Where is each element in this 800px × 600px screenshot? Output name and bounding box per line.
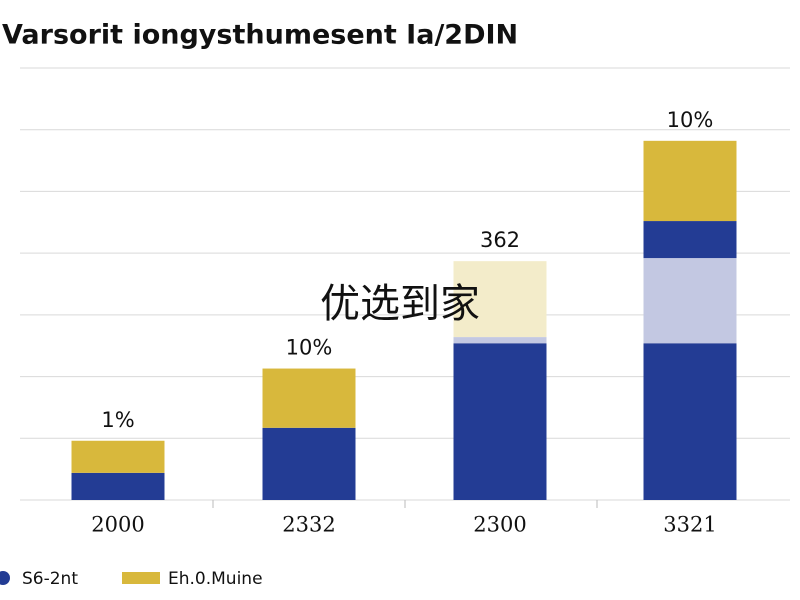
bar-segment xyxy=(643,221,737,259)
x-tick-label: 2300 xyxy=(473,513,526,537)
x-tick-label: 2332 xyxy=(282,513,335,537)
legend-swatch xyxy=(122,572,160,584)
bar-label: 10% xyxy=(286,336,333,360)
bar-segment xyxy=(643,343,737,500)
legend-label: Eh.0.Muine xyxy=(168,569,263,589)
x-tick-label: 2000 xyxy=(91,513,144,537)
chart-title: Varsorit iongysthumesent Ia/2DIN xyxy=(2,20,518,51)
bar-segment xyxy=(643,258,737,344)
bar-segment xyxy=(71,440,165,473)
bar-segment xyxy=(643,140,737,222)
legend-label: S6-2nt xyxy=(22,569,78,589)
bar-segment xyxy=(262,368,356,428)
bar-label: 362 xyxy=(480,228,520,252)
bar-segment xyxy=(453,343,547,500)
bar-segment xyxy=(71,472,165,500)
bar-label: 10% xyxy=(667,108,714,132)
bar-segment xyxy=(453,337,547,344)
bar-label: 1% xyxy=(101,408,134,432)
bar-segment xyxy=(453,261,547,338)
legend-swatch xyxy=(0,571,10,585)
bar-segment xyxy=(262,427,356,500)
x-tick-label: 3321 xyxy=(663,513,716,537)
watermark: 优选到家 xyxy=(320,281,480,327)
